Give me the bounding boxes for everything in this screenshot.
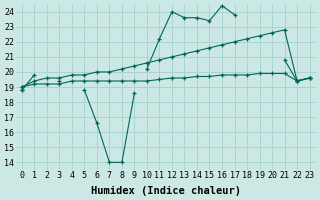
X-axis label: Humidex (Indice chaleur): Humidex (Indice chaleur)	[91, 186, 241, 196]
